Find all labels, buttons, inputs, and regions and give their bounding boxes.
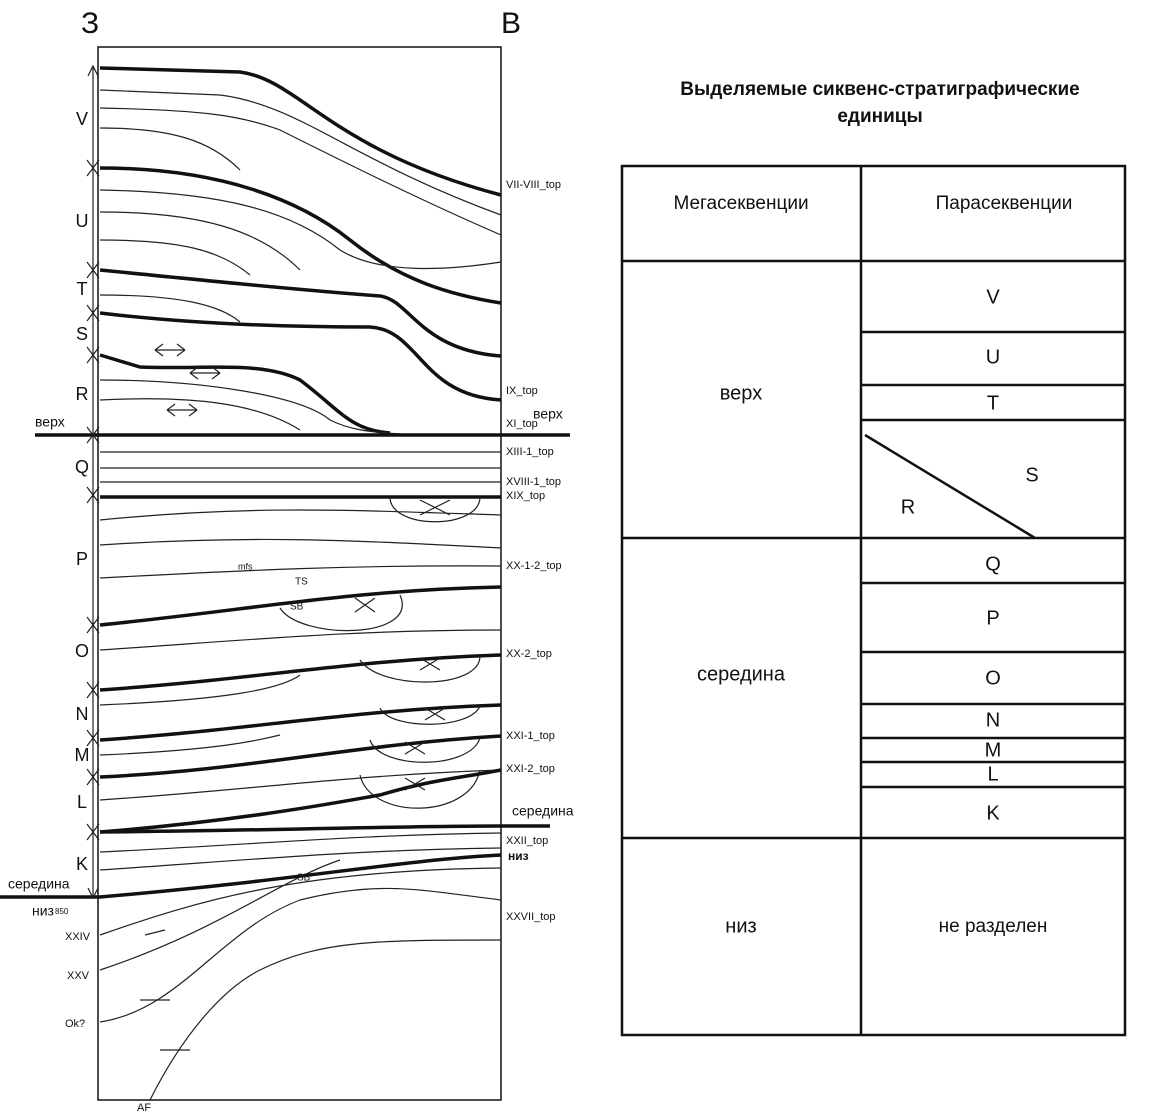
unit-label: U: [76, 211, 89, 231]
unit-label: K: [76, 854, 88, 874]
horizon-line: [99, 353, 391, 435]
horizon-line: [99, 703, 502, 742]
boundary-line: [99, 824, 550, 834]
annotation: Ok?: [65, 1018, 85, 1030]
horizon-label: IX_top: [506, 385, 538, 397]
boundary-label: низ: [32, 903, 54, 919]
table-frame: [620, 164, 1127, 1037]
horizon-line: [99, 107, 502, 236]
megasequence: верх: [720, 382, 762, 404]
unit-label: L: [77, 792, 87, 812]
horizon-label: XI_top: [506, 418, 538, 430]
annotation: SB: [297, 873, 311, 884]
annotation: mfs: [238, 561, 253, 571]
horizon-line: [99, 211, 301, 271]
megasequence: середина: [697, 663, 786, 685]
unit-label: T: [77, 279, 88, 299]
horizon-line: [99, 189, 502, 270]
horizon-label: VII-VIII_top: [506, 179, 561, 191]
horizon-line: [99, 705, 481, 756]
unit-label: N: [76, 704, 89, 724]
column-header: Мегасеквенции: [673, 193, 808, 214]
horizon-line: [99, 734, 502, 779]
boundary-label: верх: [35, 414, 65, 430]
horizon-label: XXVII_top: [506, 911, 556, 923]
horizon-line: [100, 451, 501, 483]
horizon-line: [99, 859, 502, 1101]
annotation: XXV: [67, 970, 90, 982]
horizon-label: XXI-1_top: [506, 730, 555, 742]
horizon-line: [99, 379, 401, 435]
unit-scale: [87, 64, 99, 900]
parasequence: N: [986, 709, 1000, 731]
table-title: Выделяемые сиквенс-стратиграфические: [680, 79, 1079, 100]
parasequence: P: [986, 607, 999, 629]
annotation: SB: [290, 602, 304, 613]
annotation: TS: [295, 577, 308, 588]
unit-label: O: [75, 641, 89, 661]
annotation: AF: [137, 1102, 151, 1114]
parasequence: Q: [985, 553, 1001, 575]
section-frame: [97, 46, 502, 1101]
west-label: З: [81, 7, 99, 40]
horizon-line: [99, 311, 502, 402]
section-drawing: [0, 46, 570, 1101]
horizon-line: [99, 268, 502, 358]
horizon-label: XXI-2_top: [506, 763, 555, 775]
horizon-line: [99, 496, 502, 579]
horizon-label: XXII_top: [506, 835, 548, 847]
horizon-line: [99, 398, 301, 431]
horizon-line: [99, 585, 502, 627]
east-label: В: [501, 7, 521, 40]
horizon-line: [99, 594, 502, 651]
parasequence: M: [985, 739, 1002, 761]
boundary-label: низ: [508, 849, 529, 863]
horizon-line: [99, 768, 502, 834]
horizon-label: XX-1-2_top: [506, 560, 562, 572]
horizon-line: [99, 294, 241, 323]
parasequence: T: [987, 392, 999, 414]
horizon-line: [99, 832, 502, 871]
boundary-label: верх: [533, 406, 563, 422]
horizon-line: [99, 89, 502, 216]
parasequence: U: [986, 346, 1000, 368]
unit-label: Q: [75, 457, 89, 477]
parasequence: K: [986, 802, 1000, 824]
horizon-line: [99, 127, 241, 171]
unit-label: V: [76, 109, 88, 129]
horizon-line: [99, 166, 502, 305]
table-title: единицы: [837, 106, 922, 127]
horizon-label: XIX_top: [506, 490, 545, 502]
parasequence: L: [987, 763, 998, 785]
annotation: 850: [55, 907, 69, 916]
parasequence: V: [986, 286, 1000, 308]
horizon-line: [99, 239, 251, 276]
horizon-line: [99, 66, 502, 197]
horizon-line: [99, 655, 481, 706]
unit-label: S: [76, 324, 88, 344]
horizon-label: XIII-1_top: [506, 446, 554, 458]
horizon-label: XX-2_top: [506, 648, 552, 660]
annotation: XXIV: [65, 931, 91, 943]
parasequence: R: [901, 496, 915, 518]
boundary-line: [0, 853, 502, 899]
horizon-line: [99, 737, 502, 809]
boundary-label: середина: [512, 803, 574, 819]
unit-label: M: [75, 745, 90, 765]
megasequence: низ: [725, 915, 756, 937]
parasequence: не разделен: [939, 916, 1048, 937]
boundary-label: середина: [8, 876, 70, 892]
parasequence: S: [1025, 464, 1038, 486]
column-header: Парасеквенции: [936, 193, 1073, 214]
parasequence: O: [985, 667, 1001, 689]
symbol: [140, 343, 451, 1051]
horizon-label: XVIII-1_top: [506, 476, 561, 488]
unit-boundary-mark: [86, 159, 100, 841]
unit-label: R: [76, 384, 89, 404]
unit-label: P: [76, 549, 88, 569]
horizon-line: [99, 653, 502, 692]
